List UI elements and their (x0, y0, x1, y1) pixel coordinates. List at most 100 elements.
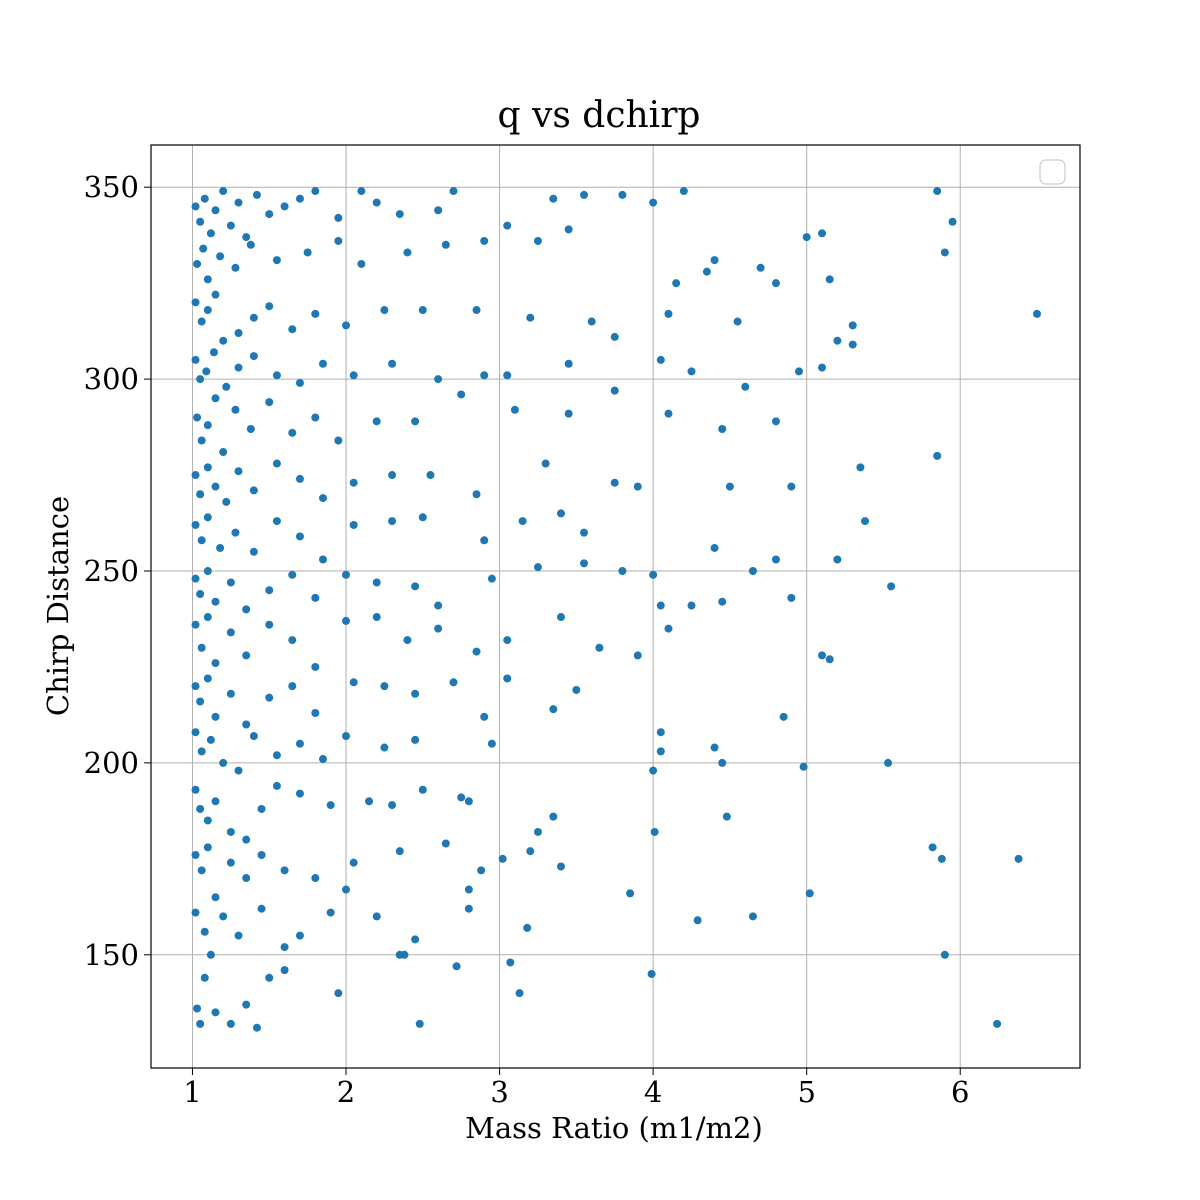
data-point (311, 662, 320, 671)
data-point (295, 931, 304, 940)
data-point (518, 517, 527, 526)
data-point (303, 248, 312, 257)
data-point (618, 567, 627, 575)
data-point (833, 336, 842, 345)
data-point (219, 758, 228, 767)
data-point (334, 436, 343, 445)
data-point (664, 409, 673, 418)
data-point (206, 229, 215, 238)
data-point (633, 651, 642, 660)
data-point (372, 912, 381, 921)
data-point (242, 835, 251, 844)
data-point (1033, 309, 1042, 318)
data-point (318, 359, 327, 368)
data-point (191, 355, 200, 364)
data-point (825, 275, 834, 284)
data-point (687, 601, 696, 610)
data-point (523, 923, 532, 932)
data-point (388, 517, 397, 526)
data-point (610, 386, 619, 395)
data-point (219, 912, 228, 921)
data-point (311, 874, 320, 883)
data-point (288, 325, 297, 334)
data-point (197, 536, 206, 545)
data-point (725, 482, 734, 491)
data-point (771, 555, 780, 564)
data-point (365, 797, 374, 806)
data-point (280, 943, 289, 952)
data-point (771, 279, 780, 288)
data-point (203, 674, 212, 683)
data-point (272, 256, 281, 265)
data-point (193, 413, 202, 422)
data-point (1014, 854, 1023, 863)
y-axis-label: Chirp Distance (41, 496, 75, 716)
data-point (242, 720, 251, 729)
data-point (372, 198, 381, 207)
data-point (191, 620, 200, 629)
data-point (211, 482, 220, 491)
data-point (295, 532, 304, 541)
data-point (196, 375, 205, 384)
data-point (226, 221, 235, 230)
data-point (656, 728, 665, 737)
data-point (818, 229, 827, 238)
data-point (349, 478, 358, 487)
data-point (265, 398, 274, 407)
data-point (342, 616, 351, 625)
data-point (265, 620, 274, 629)
data-point (848, 321, 857, 330)
data-point (457, 793, 466, 802)
data-point (196, 804, 205, 813)
data-point (196, 590, 205, 599)
data-point (487, 574, 496, 583)
y-tick-label: 350 (84, 170, 139, 204)
data-point (884, 758, 893, 767)
data-point (372, 417, 381, 426)
data-point (257, 851, 266, 859)
data-point (349, 858, 358, 867)
legend-box (1039, 159, 1066, 185)
data-point (794, 367, 803, 376)
data-point (288, 428, 297, 437)
data-point (265, 693, 274, 702)
data-point (556, 613, 565, 622)
data-point (334, 989, 343, 998)
data-point (533, 827, 542, 836)
data-point (311, 709, 320, 717)
data-point (748, 912, 757, 921)
data-point (191, 908, 200, 917)
data-point (280, 866, 289, 875)
data-point (649, 766, 658, 775)
data-point (480, 712, 489, 721)
data-point (656, 355, 665, 364)
data-point (480, 536, 489, 545)
data-point (649, 570, 658, 579)
data-point (418, 785, 427, 794)
x-tick-label: 2 (337, 1075, 355, 1109)
data-point (861, 517, 870, 526)
data-point (209, 348, 218, 357)
data-point (928, 843, 937, 852)
data-point (265, 210, 274, 219)
data-point (288, 682, 297, 691)
data-point (710, 543, 719, 552)
data-point (480, 371, 489, 380)
data-point (203, 306, 212, 315)
data-point (572, 685, 581, 694)
data-point (718, 758, 727, 767)
data-point (326, 801, 335, 810)
data-point (526, 847, 535, 856)
data-point (933, 187, 942, 196)
data-point (395, 847, 404, 856)
data-point (295, 378, 304, 387)
data-point (610, 332, 619, 341)
data-point (647, 969, 656, 978)
data-point (940, 950, 949, 959)
data-point (211, 394, 220, 403)
data-point (452, 962, 461, 971)
data-point (342, 885, 351, 894)
data-point (400, 950, 409, 959)
data-point (388, 471, 397, 480)
data-point (549, 705, 558, 714)
